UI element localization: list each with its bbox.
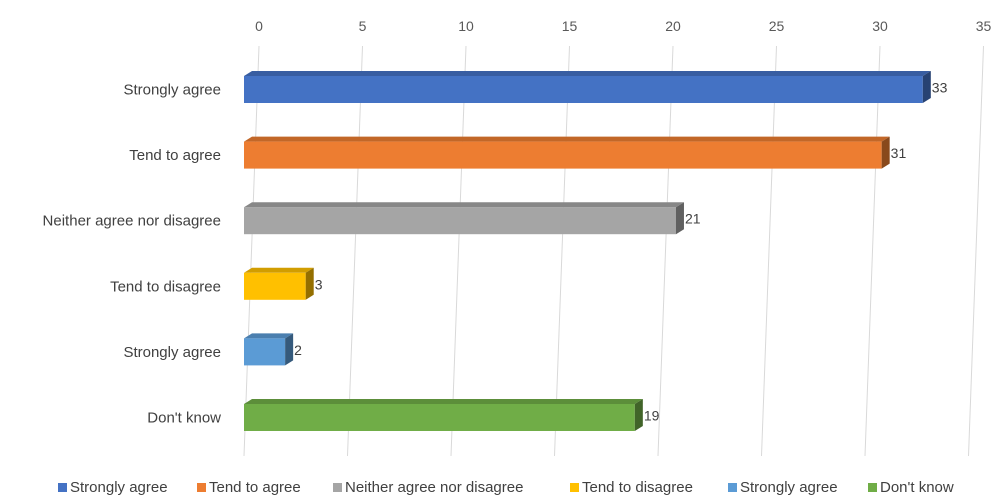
bar	[244, 136, 890, 169]
data-label: 31	[891, 145, 907, 161]
legend-item: Strongly agree	[58, 479, 168, 496]
legend-label: Tend to disagree	[582, 479, 693, 496]
legend-item: Don't know	[868, 479, 954, 496]
legend-item: Strongly agree	[728, 479, 838, 496]
category-label: Tend to agree	[129, 147, 221, 164]
bars	[244, 71, 931, 431]
category-label: Strongly agree	[123, 344, 221, 361]
bar	[244, 71, 931, 103]
bar-front-face	[244, 141, 882, 169]
x-tick-label: 25	[769, 18, 785, 34]
bar	[244, 267, 314, 300]
category-label: Don't know	[147, 410, 221, 427]
data-label: 19	[644, 408, 660, 424]
x-tick-label: 5	[359, 18, 367, 34]
category-label: Neither agree nor disagree	[43, 213, 221, 230]
gridline	[347, 45, 363, 457]
bar-top-face	[244, 202, 684, 208]
bar-top-face	[244, 333, 294, 339]
legend-item: Tend to agree	[197, 479, 301, 496]
data-label: 33	[932, 80, 948, 96]
x-tick-label: 0	[255, 18, 263, 34]
legend-item: Tend to disagree	[570, 479, 693, 496]
x-tick-label: 35	[976, 18, 992, 34]
x-tick-label: 15	[562, 18, 578, 34]
legend-label: Don't know	[880, 479, 954, 496]
gridline	[657, 45, 674, 457]
bar-top-face	[244, 136, 890, 142]
bar-front-face	[244, 272, 306, 300]
bar-side-face	[922, 71, 931, 103]
bar-side-face	[675, 202, 684, 235]
bar	[244, 399, 643, 431]
legend-label: Neither agree nor disagree	[345, 479, 523, 496]
gridline	[864, 45, 881, 457]
legend-swatch	[197, 483, 206, 492]
legend: Strongly agree Tend to agree Neither agree…	[58, 479, 954, 496]
bar-front-face	[244, 76, 923, 103]
data-label: 2	[294, 342, 302, 358]
bar-side-face	[881, 136, 890, 169]
legend-label: Strongly agree	[740, 479, 838, 496]
bar-top-face	[244, 71, 931, 76]
bar-side-face	[634, 399, 643, 431]
bar-front-face	[244, 338, 286, 366]
bar-front-face	[244, 404, 635, 431]
category-label: Tend to disagree	[110, 278, 221, 295]
legend-swatch	[333, 483, 342, 492]
bar-top-face	[244, 267, 314, 273]
x-tick-label: 30	[872, 18, 888, 34]
data-labels: 33 31 21 3 2 19	[294, 80, 947, 424]
gridline	[450, 45, 467, 457]
bar-top-face	[244, 399, 643, 404]
x-tick-label: 10	[458, 18, 474, 34]
data-label: 3	[315, 276, 323, 292]
legend-label: Tend to agree	[209, 479, 301, 496]
gridline	[243, 45, 260, 457]
x-axis-ticks: 0 5 10 15 20 25 30 35	[255, 18, 991, 34]
category-label: Strongly agree	[123, 82, 221, 99]
gridlines	[243, 45, 984, 457]
bar	[244, 333, 294, 366]
gridline	[761, 45, 777, 457]
gridline	[554, 45, 570, 457]
legend-swatch	[728, 483, 737, 492]
legend-swatch	[570, 483, 579, 492]
legend-label: Strongly agree	[70, 479, 168, 496]
x-tick-label: 20	[665, 18, 681, 34]
bar-side-face	[285, 333, 294, 366]
legend-item: Neither agree nor disagree	[333, 479, 523, 496]
category-labels: Strongly agree Tend to agree Neither agree…	[43, 82, 222, 427]
legend-swatch	[58, 483, 67, 492]
data-label: 21	[685, 211, 701, 227]
bar	[244, 202, 684, 235]
gridline	[968, 45, 984, 457]
legend-swatch	[868, 483, 877, 492]
bar-front-face	[244, 207, 676, 235]
bar-side-face	[305, 267, 314, 300]
